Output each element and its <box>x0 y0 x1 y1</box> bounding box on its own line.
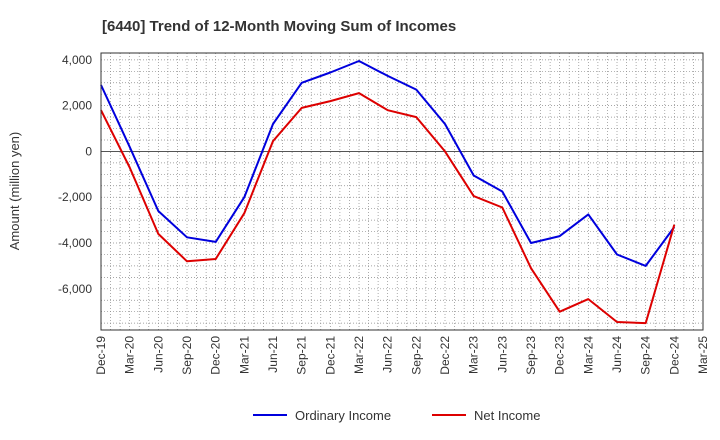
x-tick-label: Mar-21 <box>237 336 251 374</box>
x-tick-label: Jun-23 <box>495 336 509 373</box>
x-tick-labels: Dec-19 Mar-20 Jun-20 Sep-20 Dec-20 Mar-21 Jun-… <box>94 336 710 375</box>
legend-label: Net Income <box>474 408 540 423</box>
y-tick-label: 0 <box>85 144 92 158</box>
y-tick-label: 4,000 <box>62 53 92 67</box>
x-tick-label: Mar-25 <box>696 336 710 374</box>
x-tick-label: Sep-23 <box>524 336 538 375</box>
y-tick-label: 2,000 <box>62 99 92 113</box>
x-tick-label: Jun-22 <box>381 336 395 373</box>
x-tick-label: Dec-19 <box>94 336 108 375</box>
y-axis-label: Amount (million yen) <box>7 132 22 251</box>
grid-lines <box>101 53 703 330</box>
series-line-net-income <box>100 92 676 325</box>
x-tick-label: Dec-22 <box>438 336 452 375</box>
x-tick-label: Dec-24 <box>667 336 681 375</box>
x-tick-label: Sep-22 <box>409 336 423 375</box>
series-line-ordinary-income <box>100 60 676 267</box>
y-tick-label: -4,000 <box>58 236 92 250</box>
x-tick-label: Jun-20 <box>151 336 165 373</box>
legend: Ordinary Income Net Income <box>253 408 540 423</box>
x-tick-label: Jun-21 <box>266 336 280 373</box>
y-tick-label: -2,000 <box>58 190 92 204</box>
y-tick-labels: 4,000 2,000 0 -2,000 -4,000 -6,000 <box>58 53 92 296</box>
x-tick-label: Sep-20 <box>180 336 194 375</box>
chart-title: [6440] Trend of 12-Month Moving Sum of I… <box>102 18 456 35</box>
x-tick-label: Dec-23 <box>553 336 567 375</box>
x-tick-label: Jun-24 <box>610 336 624 373</box>
x-tick-label: Mar-23 <box>467 336 481 374</box>
x-tick-label: Sep-21 <box>295 336 309 375</box>
plot-frame <box>100 52 704 331</box>
x-tick-label: Dec-21 <box>323 336 337 375</box>
x-tick-label: Mar-22 <box>352 336 366 374</box>
series-lines <box>100 60 676 325</box>
x-tick-label: Dec-20 <box>209 336 223 375</box>
x-tick-label: Mar-20 <box>123 336 137 374</box>
legend-label: Ordinary Income <box>295 408 391 423</box>
y-tick-label: -6,000 <box>58 282 92 296</box>
x-tick-label: Sep-24 <box>639 336 653 375</box>
x-tick-label: Mar-24 <box>581 336 595 374</box>
